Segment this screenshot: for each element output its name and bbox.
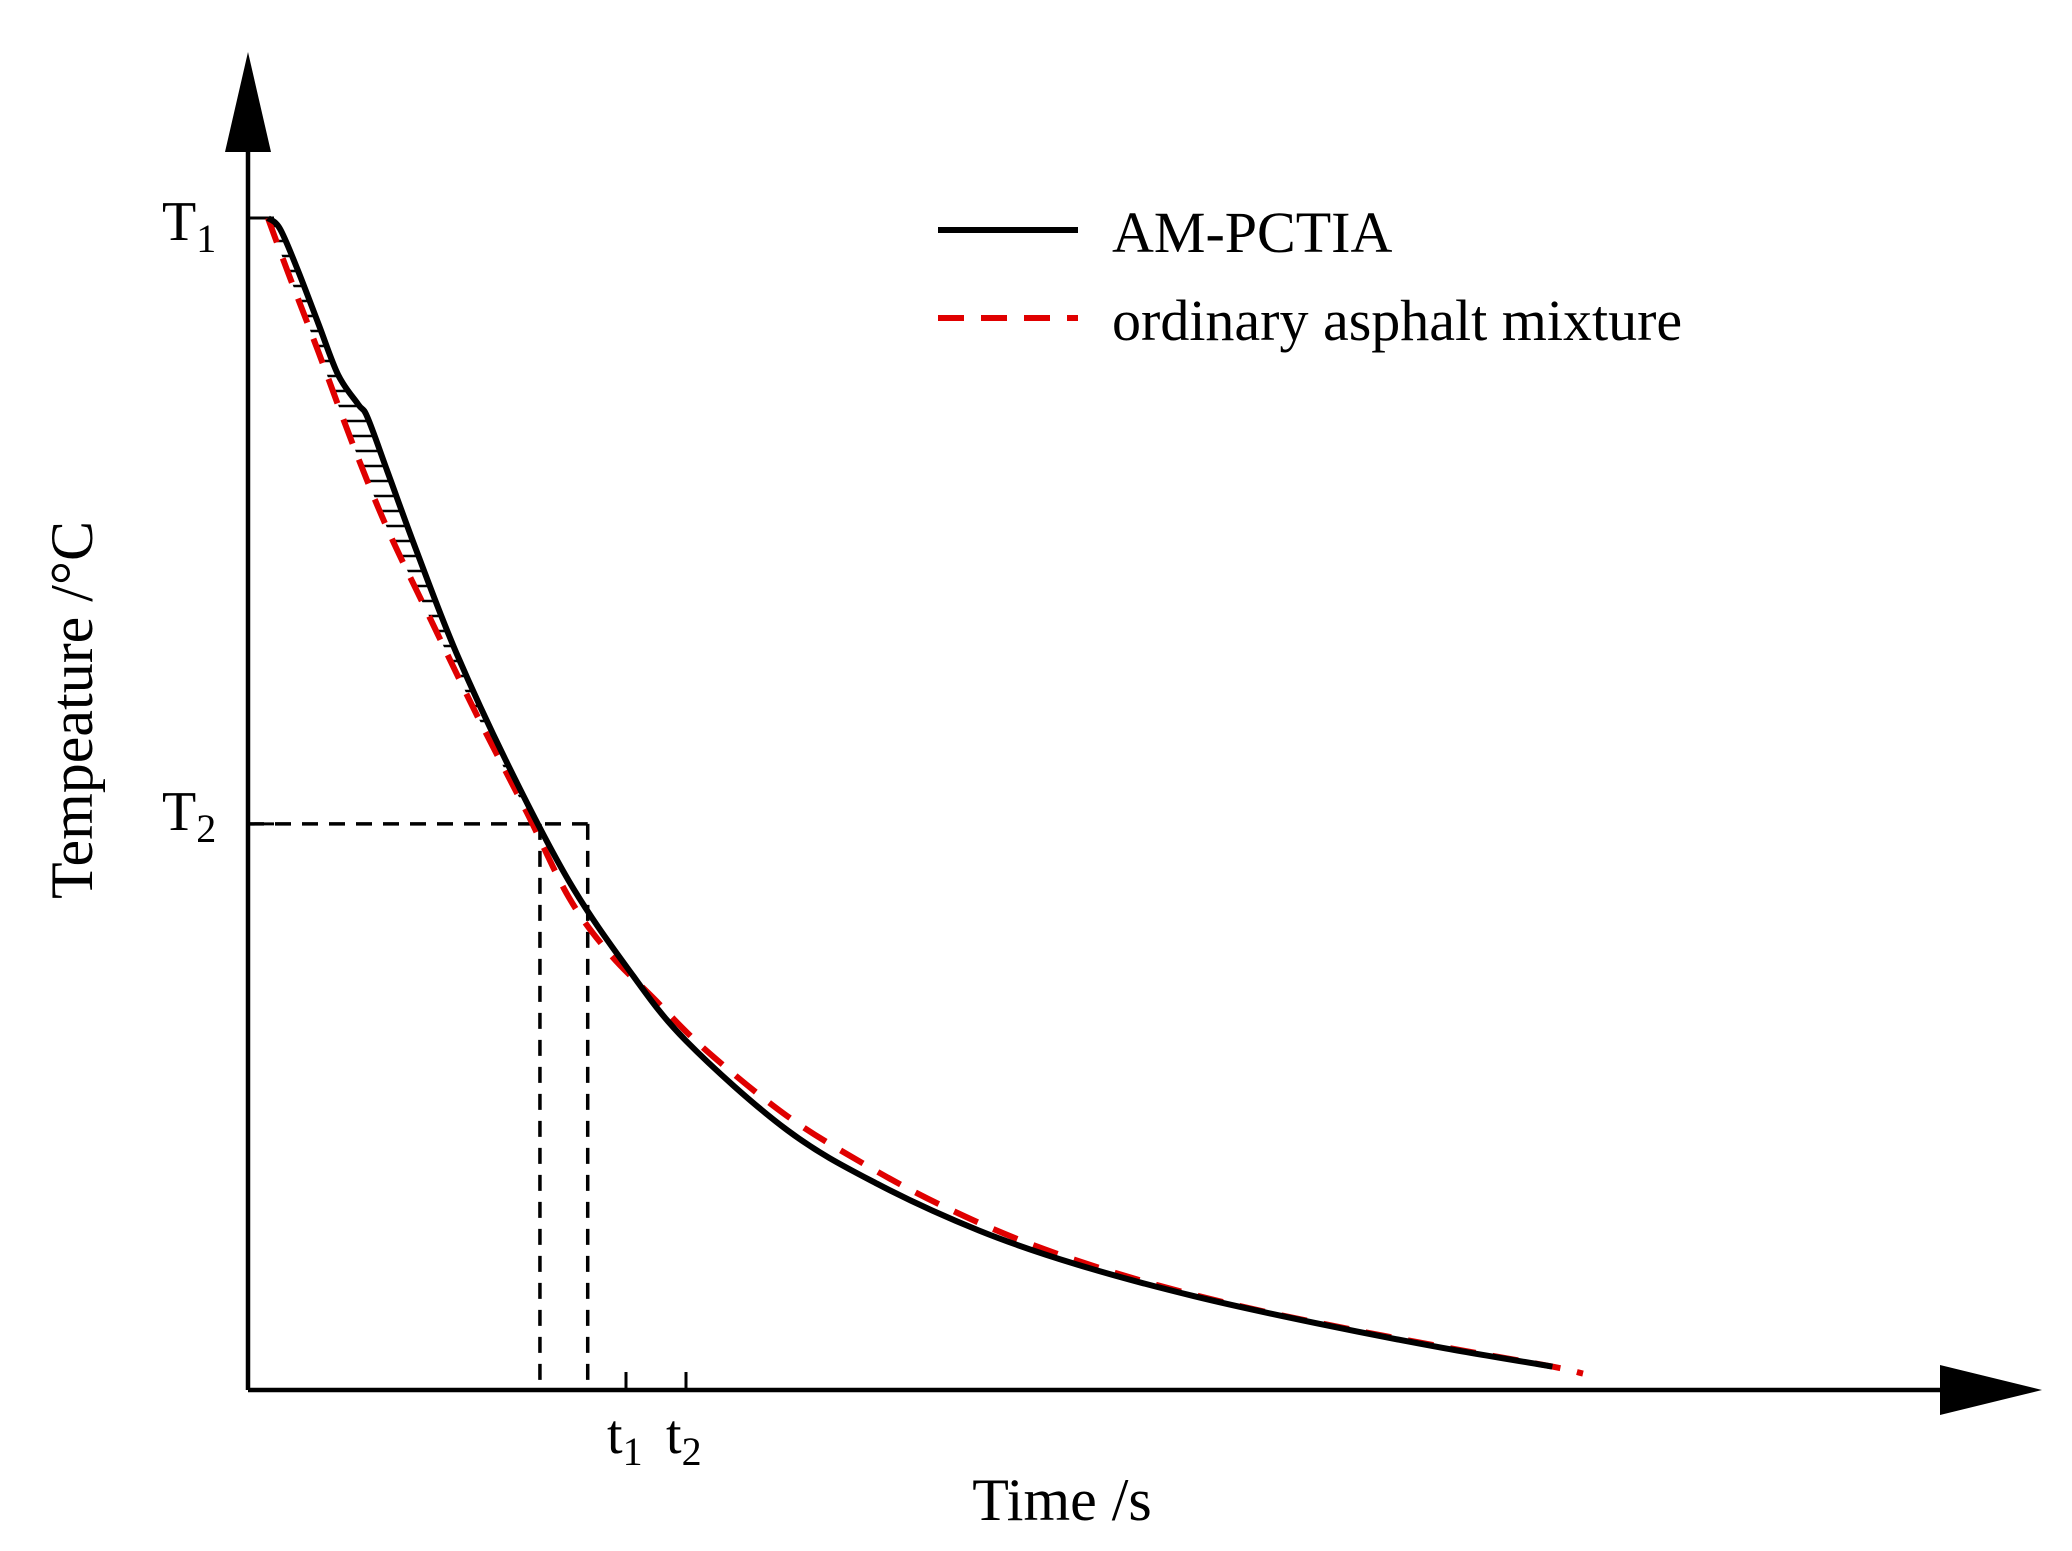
legend-label-am-pctia: AM-PCTIA xyxy=(1112,200,1392,265)
x-axis-arrow xyxy=(1940,1365,2042,1415)
T2-label-main: T xyxy=(162,781,196,843)
t1-label: t1 xyxy=(607,1404,643,1474)
T2-label-sub: 2 xyxy=(196,806,216,851)
series-line-am-pctia xyxy=(265,215,1553,1370)
T1-label-sub: 1 xyxy=(196,216,216,261)
y-axis-arrow xyxy=(225,52,271,152)
legend-label-ordinary: ordinary asphalt mixture xyxy=(1112,288,1682,353)
hatched-area xyxy=(267,224,570,813)
x-axis-title: Time /s xyxy=(972,1467,1152,1533)
t2-label-sub: 2 xyxy=(682,1429,702,1474)
tick-labels: T1 T2 t1 t2 xyxy=(162,191,702,1474)
t2-label-main: t xyxy=(666,1404,682,1466)
series-line-ordinary-asphalt-mixture xyxy=(265,216,1584,1377)
T1-label: T1 xyxy=(162,191,216,261)
reference-lines xyxy=(248,216,590,1390)
T1-label-main: T xyxy=(162,191,196,253)
legend: AM-PCTIA ordinary asphalt mixture xyxy=(938,200,1682,353)
T2-label: T2 xyxy=(162,781,216,851)
y-axis-title: Tempeature /°C xyxy=(39,521,105,899)
t2-label: t2 xyxy=(666,1404,702,1474)
series-group xyxy=(265,215,1584,1377)
t1-label-sub: 1 xyxy=(623,1429,643,1474)
axes xyxy=(225,52,2042,1415)
t1-label-main: t xyxy=(607,1404,623,1466)
